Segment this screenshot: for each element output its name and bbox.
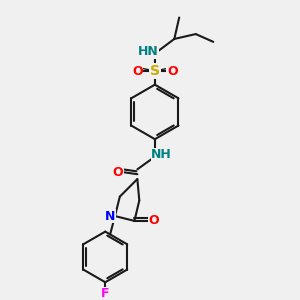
Text: HN: HN <box>138 45 158 58</box>
Text: O: O <box>167 64 178 77</box>
Text: N: N <box>105 210 115 223</box>
Text: O: O <box>148 214 159 227</box>
Text: F: F <box>101 287 110 300</box>
Text: O: O <box>112 166 123 179</box>
Text: O: O <box>132 64 143 77</box>
Text: S: S <box>150 64 160 78</box>
Text: NH: NH <box>151 148 172 161</box>
